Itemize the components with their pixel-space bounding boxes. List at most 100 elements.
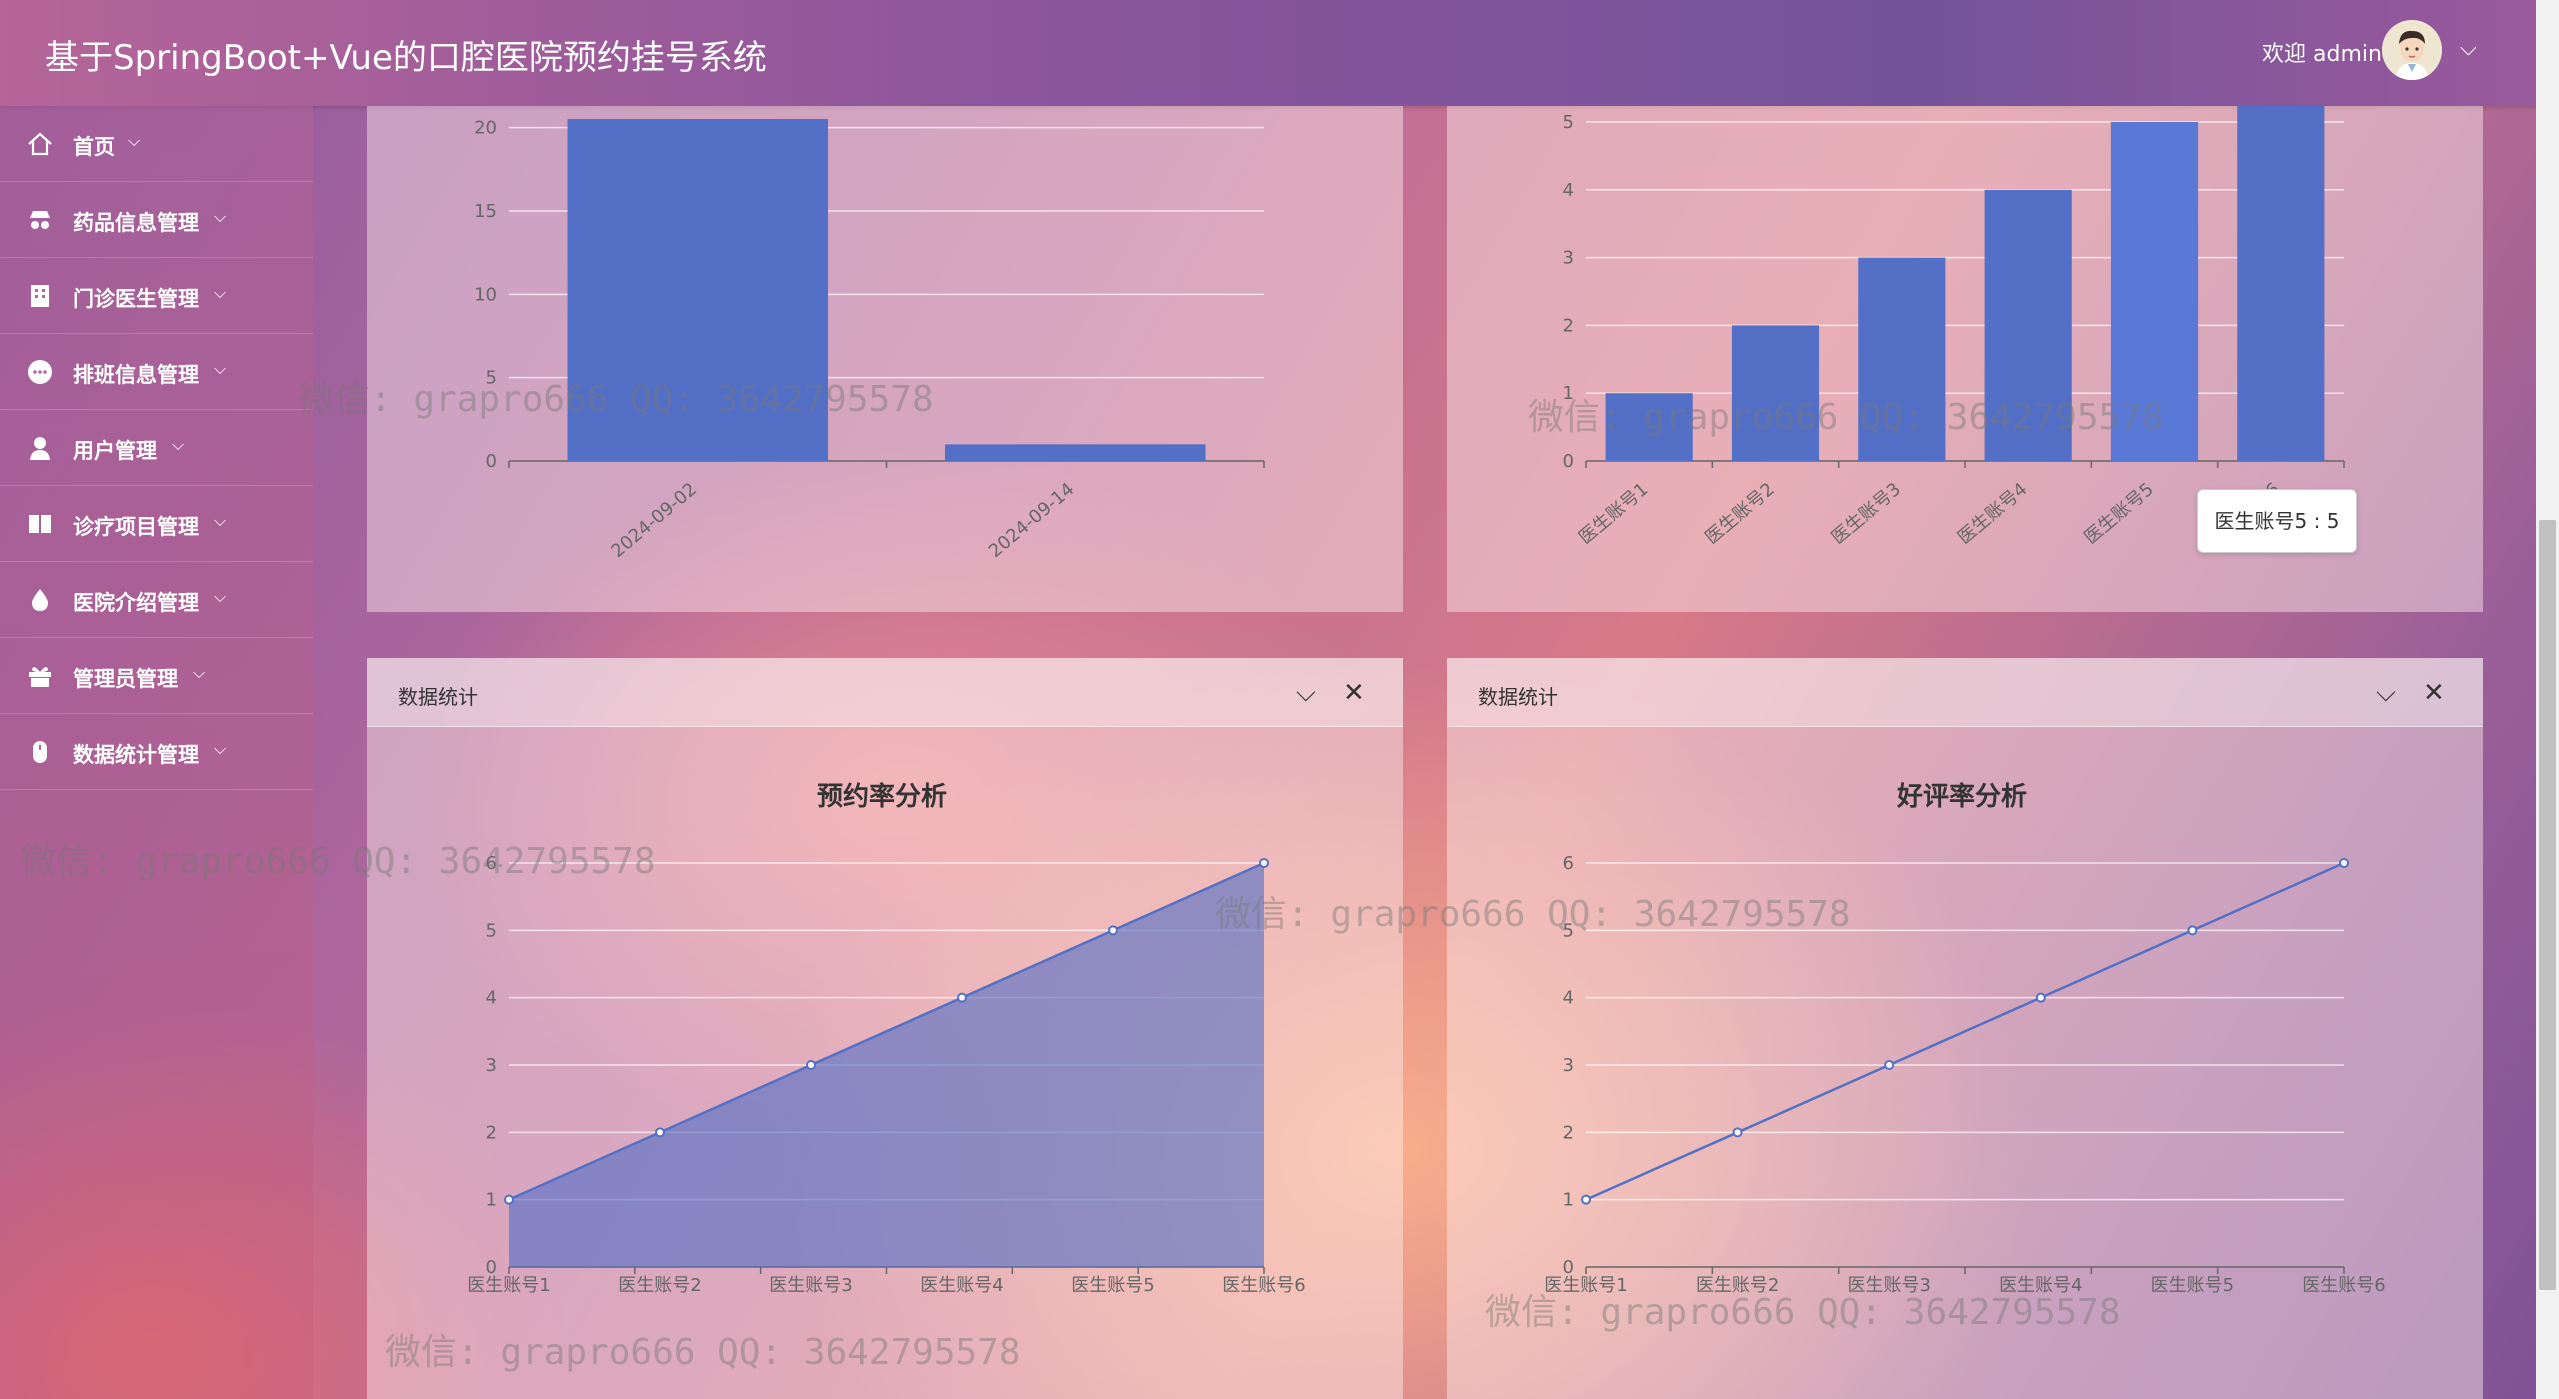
series-line bbox=[1585, 861, 2345, 1201]
close-icon[interactable]: ✕ bbox=[1343, 678, 1365, 708]
y-tick-label: 1 bbox=[1563, 383, 1574, 404]
area-chart: 0 1 2 3 4 5 6 医生账号1 医生账号2 医生账号3 医生账号4 医生账号5 医生账号6 bbox=[467, 853, 1305, 1296]
chevron-down-icon: ⌵ bbox=[214, 283, 227, 302]
sidebar-item-hospital-intro[interactable]: 医院介绍管理 ⌵ bbox=[0, 562, 313, 638]
x-tick-label: 2024-09-14 bbox=[985, 479, 1079, 562]
chevron-down-icon: ⌵ bbox=[214, 511, 227, 530]
x-tick-label: 医生账号1 bbox=[467, 1275, 550, 1296]
y-tick-label: 2 bbox=[1563, 1122, 1574, 1143]
y-tick-label: 20 bbox=[474, 118, 497, 139]
sidebar-item-admins[interactable]: 管理员管理 ⌵ bbox=[0, 638, 313, 714]
x-tick-label: 医生账号1 bbox=[1544, 1275, 1627, 1296]
bar-chart-date: 0 5 10 15 20 2024-09-02 2024-09-14 bbox=[474, 118, 1265, 562]
x-tick-label: 2024-09-02 bbox=[607, 479, 701, 562]
collapse-icon[interactable]: ⌵ bbox=[2376, 678, 2396, 708]
watermark: 微信: grapro666 QQ: 3642795578 bbox=[385, 1332, 1021, 1373]
y-tick-label: 5 bbox=[1563, 112, 1574, 133]
sidebar-item-statistics[interactable]: 数据统计管理 ⌵ bbox=[0, 714, 313, 790]
data-point bbox=[2187, 925, 2198, 936]
panel-title: 数据统计 bbox=[1478, 685, 1558, 709]
sidebar-item-home[interactable]: 首页 ⌵ bbox=[0, 106, 313, 182]
bar bbox=[2237, 106, 2325, 461]
data-point bbox=[1108, 925, 1118, 936]
user-menu-chevron-icon[interactable]: ⌵ bbox=[2460, 36, 2477, 61]
x-tick-label: 医生账号5 bbox=[2080, 479, 2157, 549]
series-line bbox=[508, 861, 1265, 1201]
bar bbox=[2110, 122, 2199, 461]
chevron-down-icon: ⌵ bbox=[214, 739, 227, 758]
y-tick-label: 4 bbox=[486, 988, 497, 1009]
spy-icon bbox=[30, 211, 50, 229]
y-tick-label: 3 bbox=[486, 1055, 497, 1076]
sidebar-item-doctors[interactable]: 门诊医生管理 ⌵ bbox=[0, 258, 313, 334]
data-point bbox=[806, 1060, 816, 1070]
y-tick-label: 0 bbox=[1563, 1257, 1574, 1278]
bar bbox=[1858, 257, 1946, 461]
panel-title: 数据统计 bbox=[398, 685, 478, 709]
sidebar-item-label: 医院介绍管理 bbox=[73, 591, 199, 615]
chart-tooltip: 医生账号5 : 5 bbox=[2197, 489, 2357, 553]
x-tick-label: 医生账号3 bbox=[769, 1275, 852, 1296]
x-tick-label: 医生账号2 bbox=[1701, 479, 1778, 549]
data-point bbox=[957, 992, 967, 1003]
data-point bbox=[504, 1194, 514, 1205]
bar bbox=[567, 119, 828, 461]
bar bbox=[945, 444, 1206, 461]
avatar-face-icon bbox=[2382, 20, 2442, 80]
data-point bbox=[1581, 1194, 1591, 1205]
sidebar-item-users[interactable]: 用户管理 ⌵ bbox=[0, 410, 313, 486]
data-point bbox=[1259, 858, 1269, 868]
x-tick-label: 医生账号1 bbox=[1575, 479, 1652, 549]
sidebar-item-treatments[interactable]: 诊疗项目管理 ⌵ bbox=[0, 486, 313, 562]
y-tick-label: 6 bbox=[486, 853, 497, 874]
mouse-icon bbox=[33, 741, 47, 763]
y-tick-label: 1 bbox=[486, 1190, 497, 1211]
top-header: 基于SpringBoot+Vue的口腔医院预约挂号系统 欢迎 admin ⌵ bbox=[0, 0, 2559, 106]
stats-panel-bottom-right: 数据统计 ⌵ ✕ 好评率分析 0 1 2 3 4 5 6 医生账号1 医生账号2 医生账号3 医生账… bbox=[1447, 658, 2483, 1399]
gift-icon bbox=[29, 667, 51, 687]
chevron-down-icon: ⌵ bbox=[214, 587, 227, 606]
watermark: 微信: grapro666 QQ: 3642795578 bbox=[1485, 1292, 2121, 1333]
avatar[interactable] bbox=[2382, 20, 2442, 80]
user-icon bbox=[30, 437, 50, 460]
panel-header: 数据统计 ⌵ ✕ bbox=[1447, 658, 2483, 727]
stats-panel-top-right: 012345医生账号1医生账号2医生账号3医生账号4医生账号5医生账号6 bbox=[1447, 106, 2483, 612]
chevron-down-icon: ⌵ bbox=[214, 359, 227, 378]
x-tick-label: 医生账号2 bbox=[1696, 1275, 1779, 1296]
y-tick-label: 4 bbox=[1563, 180, 1574, 201]
data-point bbox=[655, 1127, 665, 1138]
y-tick-label: 5 bbox=[486, 368, 497, 389]
chart-title: 好评率分析 bbox=[1897, 782, 2028, 812]
close-icon[interactable]: ✕ bbox=[2423, 678, 2445, 708]
data-point bbox=[1884, 1060, 1895, 1070]
building-icon bbox=[31, 285, 49, 307]
x-tick-label: 医生账号4 bbox=[1999, 1275, 2082, 1296]
sidebar-item-label: 排班信息管理 bbox=[73, 363, 199, 387]
y-tick-label: 3 bbox=[1563, 1055, 1574, 1076]
sidebar-item-label: 用户管理 bbox=[73, 439, 157, 463]
chat-icon bbox=[28, 360, 52, 384]
sidebar-item-schedule[interactable]: 排班信息管理 ⌵ bbox=[0, 334, 313, 410]
scrollbar-thumb[interactable] bbox=[2539, 520, 2556, 1290]
data-point bbox=[2339, 858, 2349, 868]
x-tick-label: 医生账号6 bbox=[2302, 1275, 2385, 1296]
line-chart: 0 1 2 3 4 5 6 医生账号1 医生账号2 医生账号3 医生账号4 医生账号5 医生账号6 bbox=[1544, 853, 2385, 1296]
x-tick-label: 医生账号5 bbox=[1071, 1275, 1154, 1296]
chevron-down-icon: ⌵ bbox=[193, 663, 206, 682]
bar-chart-doctor: 012345医生账号1医生账号2医生账号3医生账号4医生账号5医生账号6 bbox=[1563, 106, 2345, 549]
sidebar: 首页 ⌵ 药品信息管理 ⌵ 门诊医生管理 ⌵ 排班信息管理 ⌵ 用户管理 ⌵ 诊… bbox=[0, 106, 313, 1399]
sidebar-item-label: 管理员管理 bbox=[73, 667, 178, 691]
sidebar-item-medicine[interactable]: 药品信息管理 ⌵ bbox=[0, 182, 313, 258]
chevron-down-icon: ⌵ bbox=[172, 435, 185, 454]
x-tick-label: 医生账号4 bbox=[1954, 479, 2031, 549]
drop-icon bbox=[31, 589, 49, 611]
home-icon bbox=[28, 132, 52, 156]
y-tick-label: 6 bbox=[1563, 853, 1574, 874]
collapse-icon[interactable]: ⌵ bbox=[1296, 678, 1316, 708]
y-tick-label: 10 bbox=[474, 284, 497, 305]
chevron-down-icon: ⌵ bbox=[128, 131, 141, 150]
sidebar-item-label: 数据统计管理 bbox=[73, 743, 199, 767]
y-tick-label: 15 bbox=[474, 201, 497, 222]
bar bbox=[1731, 325, 1820, 461]
app-title: 基于SpringBoot+Vue的口腔医院预约挂号系统 bbox=[45, 38, 767, 78]
